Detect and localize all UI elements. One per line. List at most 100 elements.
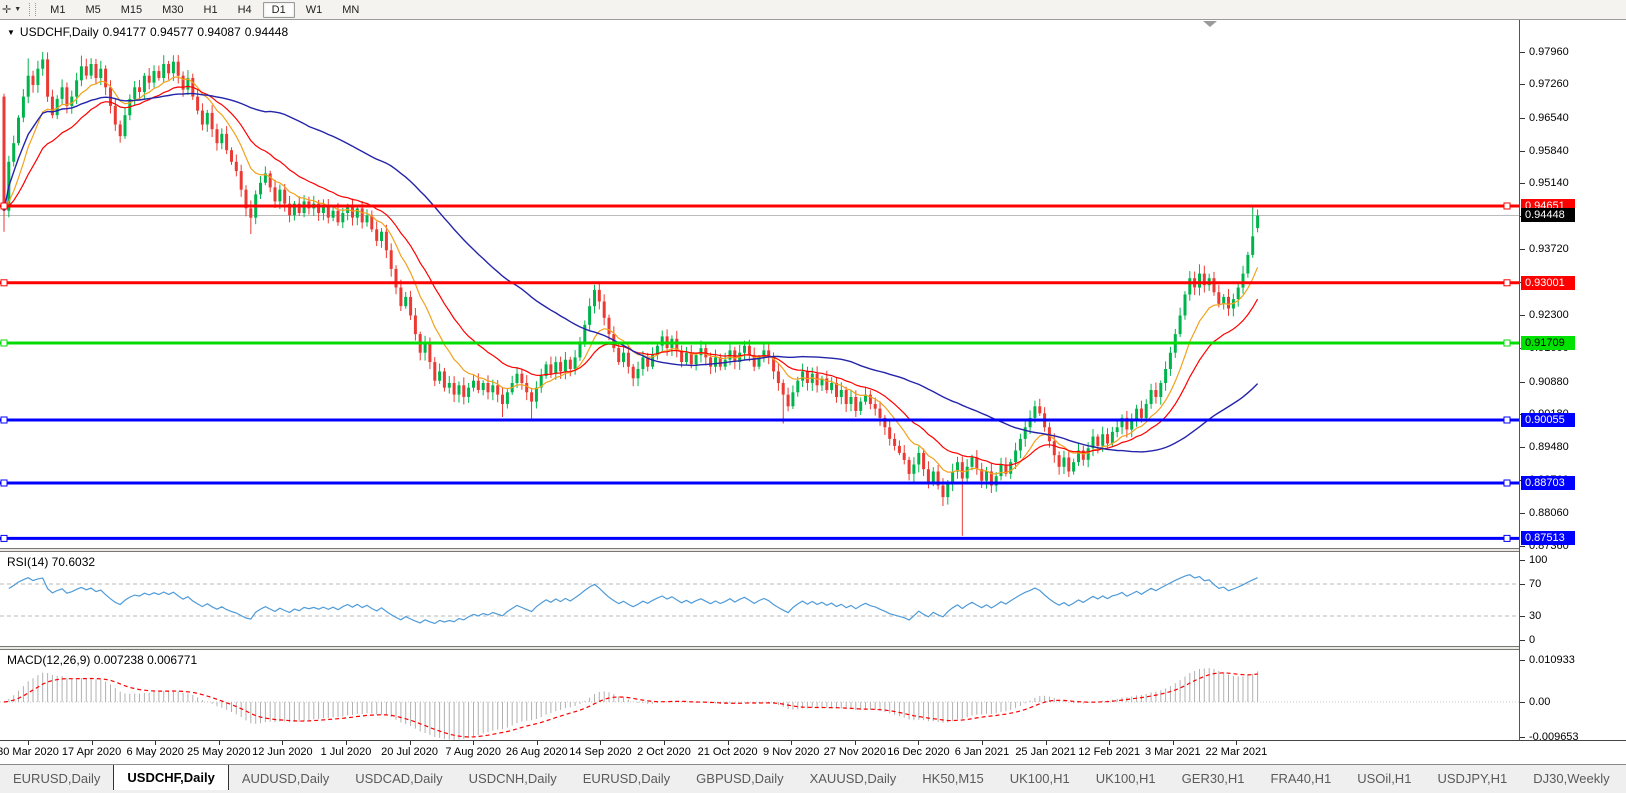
date-tick (600, 741, 602, 745)
rsi-title: RSI(14) 70.6032 (7, 555, 96, 569)
rsi-line (8, 574, 1258, 625)
chevron-down-icon: ▼ (14, 6, 22, 13)
date-label: 1 Jul 2020 (320, 746, 372, 758)
timeframe-m15-button[interactable]: M15 (120, 3, 143, 16)
axis-divider (1519, 20, 1520, 740)
date-label: 12 Feb 2021 (1078, 746, 1141, 758)
rsi-plot (0, 574, 1519, 625)
date-tick (1172, 741, 1174, 745)
date-tick (918, 741, 920, 745)
chart-shift-marker[interactable] (1203, 21, 1217, 27)
macd-panel: MACD(12,26,9) 0.007238 0.006771 (0, 650, 1626, 740)
timeframe-mn-button[interactable]: MN (342, 3, 360, 16)
timeframe-w1-button[interactable]: W1 (305, 3, 323, 16)
chart-tab-eurusd-daily[interactable]: EURUSD,Daily (582, 770, 671, 786)
collapse-triangle-icon[interactable]: ▼ (7, 28, 15, 37)
date-label: 26 Aug 2020 (505, 746, 568, 758)
chart-tab-usoil-h1[interactable]: USOil,H1 (1357, 770, 1412, 786)
date-label: 12 Jun 2020 (252, 746, 313, 758)
level-line-0.87513[interactable] (0, 534, 1519, 542)
level-line-0.90055[interactable] (0, 416, 1519, 424)
date-label: 3 Mar 2021 (1144, 746, 1201, 758)
chart-tab-uk100-h1[interactable]: UK100,H1 (1009, 770, 1070, 786)
chart-tab-eurusd-daily[interactable]: EURUSD,Daily (13, 770, 101, 786)
chart-tab-gbpusd-daily[interactable]: GBPUSD,Daily (696, 770, 784, 786)
panel-splitter[interactable] (0, 646, 1626, 650)
date-label: 20 Jul 2020 (381, 746, 439, 758)
chart-tab-fra40-h1[interactable]: FRA40,H1 (1270, 770, 1332, 786)
crosshair-icon: ✛ (2, 4, 12, 16)
timeframe-toolbar: ✛ ▼ M1 M5 M15 M30 H1 H4 D1 W1 MN (0, 0, 1626, 20)
ma-slow-line (3, 92, 1259, 453)
ohlc-close: 0.94448 (244, 25, 289, 39)
ma-fast-line (3, 76, 1259, 475)
chart-symbol-period: USDCHF,Daily (19, 25, 99, 39)
date-tick (982, 741, 983, 745)
ohlc-high: 0.94577 (150, 25, 194, 39)
toolbar-grip[interactable] (29, 3, 37, 16)
panel-splitter[interactable] (0, 548, 1626, 552)
macd-histogram (8, 668, 1259, 740)
level-line-0.88703[interactable] (0, 479, 1519, 487)
chart-tab-china300-h1[interactable]: CHINA300,H1 (1623, 765, 1626, 791)
rsi-panel: RSI(14) 70.6032 (0, 552, 1626, 646)
chart-tab-uk100-h1[interactable]: UK100,H1 (1095, 770, 1156, 786)
date-label: 30 Mar 2020 (0, 746, 59, 758)
timeframe-h4-button[interactable]: H4 (237, 3, 252, 16)
price-tag-0.91709: 0.91709 (1521, 336, 1575, 350)
ma-mid-line (3, 85, 1259, 466)
date-tick (854, 741, 856, 745)
chart-tab-usdchf-daily[interactable]: USDCHF,Daily (113, 765, 229, 791)
ohlc-open: 0.94177 (102, 25, 146, 39)
date-label: 6 Jan 2021 (954, 746, 1010, 758)
date-tick (1109, 741, 1111, 745)
date-tick (1045, 741, 1047, 745)
timeframe-d1-button[interactable]: D1 (262, 1, 295, 18)
date-label: 27 Nov 2020 (823, 746, 886, 758)
date-tick (28, 741, 29, 745)
date-tick (664, 741, 665, 745)
chart-tab-hk50-m15[interactable]: HK50,M15 (922, 770, 984, 786)
macd-signal-line (3, 672, 1258, 738)
date-tick (727, 741, 729, 745)
date-label: 21 Oct 2020 (697, 746, 758, 758)
chart-tab-ger30-h1[interactable]: GER30,H1 (1181, 770, 1245, 786)
level-line-0.91709[interactable] (0, 339, 1519, 347)
chart-tab-usdcnh-daily[interactable]: USDCNH,Daily (468, 770, 557, 786)
date-label: 7 Aug 2020 (445, 746, 502, 758)
timeframe-m1-button[interactable]: M1 (50, 3, 66, 16)
timeframe-h1-button[interactable]: H1 (203, 3, 218, 16)
timeframe-buttons: M1 M5 M15 M30 H1 H4 D1 W1 MN (40, 1, 369, 18)
candlestick-chart (0, 21, 1519, 542)
price-tag-0.88703: 0.88703 (1521, 475, 1575, 490)
price-chart-panel: ▼ USDCHF,Daily 0.94177 0.94577 0.94087 0.9444… (0, 20, 1626, 548)
date-label: 9 Nov 2020 (763, 746, 820, 758)
timeframe-m30-button[interactable]: M30 (162, 3, 184, 16)
chart-tab-xauusd-daily[interactable]: XAUUSD,Daily (809, 770, 897, 786)
date-tick (791, 741, 793, 745)
date-label: 17 Apr 2020 (61, 746, 122, 758)
date-tick (1236, 741, 1238, 745)
price-tag-0.94448: 0.94448 (1521, 208, 1575, 223)
chart-tab-usdjpy-h1[interactable]: USDJPY,H1 (1437, 770, 1508, 786)
price-tag-0.90055: 0.90055 (1521, 413, 1575, 428)
date-label: 22 Mar 2021 (1205, 746, 1268, 758)
candlesticks (2, 51, 1260, 536)
chart-title: ▼ USDCHF,Daily 0.94177 0.94577 0.94087 0.9444… (7, 25, 292, 53)
timeframe-m5-button[interactable]: M5 (85, 3, 101, 16)
date-tick (155, 741, 157, 745)
bottom-strip (0, 790, 1626, 793)
date-tick (346, 741, 347, 745)
ohlc-low: 0.94087 (197, 25, 241, 39)
crosshair-tool-button[interactable]: ✛ ▼ (0, 3, 25, 16)
chart-tab-bar: EURUSD,Daily USDCHF,Daily AUDUSD,Daily USDC… (0, 764, 1626, 791)
date-label: 25 May 2020 (186, 746, 251, 758)
chart-tab-dj30-weekly[interactable]: DJ30,Weekly (1533, 770, 1610, 786)
date-label: 6 May 2020 (126, 746, 184, 758)
chart-tab-usdcad-daily[interactable]: USDCAD,Daily (355, 770, 443, 786)
chart-tab-audusd-daily[interactable]: AUDUSD,Daily (241, 770, 330, 786)
level-line-0.94651[interactable] (0, 202, 1519, 210)
date-axis: 30 Mar 2020 17 Apr 2020 6 May 2020 25 May 2… (0, 741, 1626, 764)
level-line-0.93001[interactable] (0, 279, 1519, 287)
